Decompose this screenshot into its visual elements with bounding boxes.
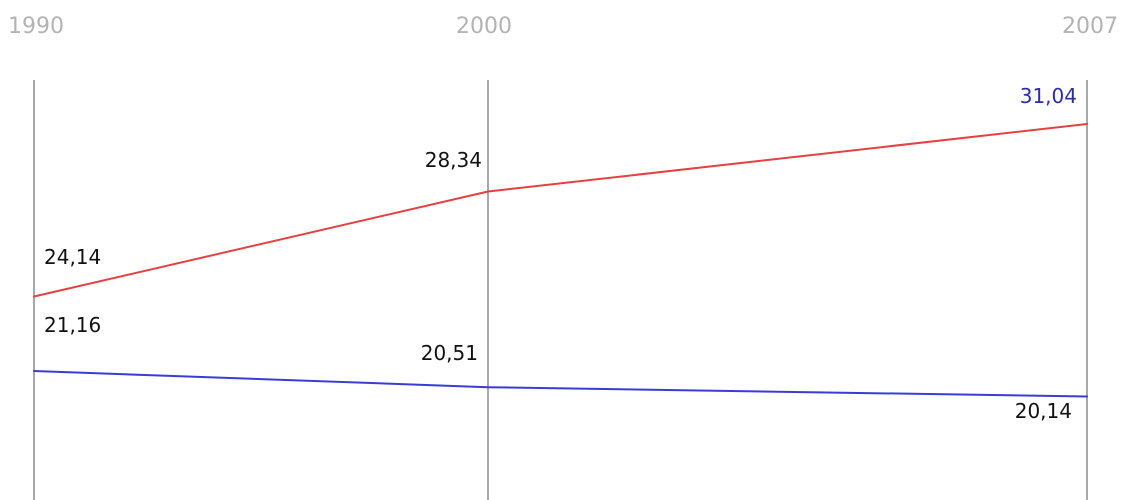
- data-label-s1-1990: 24,14: [44, 245, 101, 269]
- data-label-s1-2000: 28,34: [425, 148, 482, 172]
- data-label-s2-2007: 20,14: [1015, 399, 1072, 423]
- year-label-2007: 2007: [1062, 14, 1118, 39]
- data-label-s2-1990: 21,16: [44, 313, 101, 337]
- year-label-1990: 1990: [8, 14, 64, 39]
- data-label-s1-2007: 31,04: [1020, 84, 1077, 108]
- data-labels: 24,14 28,34 31,04 21,16 20,51 20,14: [44, 84, 1077, 423]
- series-line-2: [33, 370, 1088, 398]
- year-label-2000: 2000: [456, 14, 512, 39]
- series-lines: [33, 123, 1088, 398]
- series-line-1: [33, 123, 1088, 298]
- gridlines: [33, 80, 1088, 500]
- year-tick-labels: 1990 2000 2007: [8, 14, 1118, 39]
- data-label-s2-2000: 20,51: [421, 341, 478, 365]
